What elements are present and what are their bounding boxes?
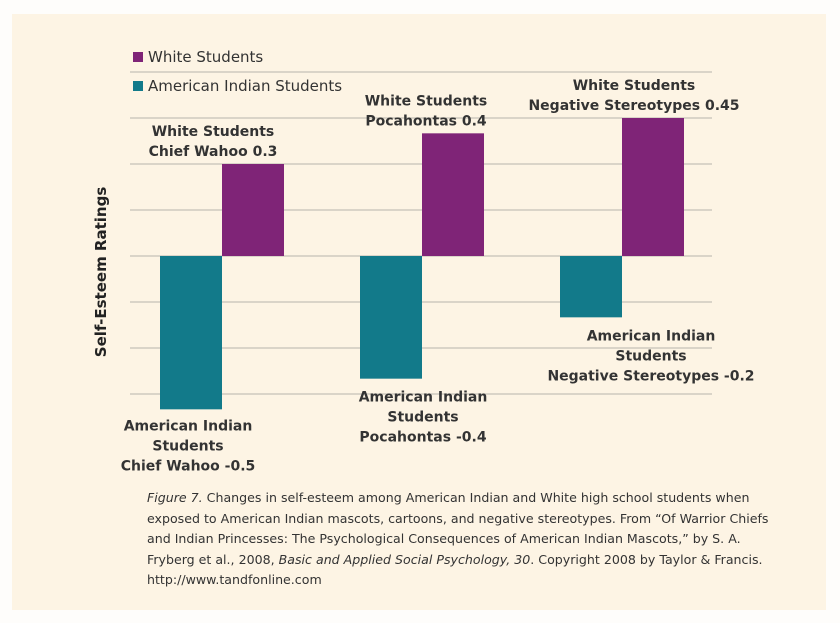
data-label: Chief Wahoo -0.5 — [121, 458, 256, 474]
data-label: Students — [152, 438, 223, 454]
bars — [160, 118, 684, 410]
bar-american-indian-students-chief-wahoo — [160, 256, 222, 410]
data-label: White Students — [152, 124, 275, 140]
data-label: White Students — [573, 78, 696, 94]
figure-label: Figure 7. — [147, 490, 203, 505]
data-label: American Indian — [359, 390, 488, 406]
legend-swatch — [133, 81, 143, 91]
caption-journal: Basic and Applied Social Psychology, 30 — [278, 551, 531, 567]
data-label: American Indian — [124, 418, 253, 434]
data-label: Students — [615, 348, 686, 364]
figure-panel: American Indian Students Chief Wahoo -0.5 A… — [12, 14, 826, 610]
legend-label: American Indian Students — [148, 77, 342, 95]
legend-swatch — [133, 52, 143, 62]
data-label: Pocahontas -0.4 — [359, 430, 486, 446]
bar-white-students-chief-wahoo — [222, 164, 284, 256]
bar-american-indian-students-pocahontas — [360, 256, 422, 379]
data-labels: American Indian Students Chief Wahoo -0.5 A… — [121, 78, 755, 474]
data-label: Students — [387, 410, 458, 426]
data-label: American Indian — [587, 328, 716, 344]
data-label: White Students — [365, 93, 488, 109]
caption-text-2: . Copyright 2008 by Taylor & Francis. ht… — [147, 551, 763, 588]
legend-label: White Students — [148, 48, 263, 66]
caption-text-1: Changes in self-esteem among American In… — [147, 490, 769, 567]
data-label: Chief Wahoo 0.3 — [149, 144, 278, 160]
bar-american-indian-students-negative-stereotypes — [560, 256, 622, 318]
data-label: Pocahontas 0.4 — [365, 113, 487, 129]
data-label: Negative Stereotypes -0.2 — [547, 368, 754, 384]
bar-white-students-pocahontas — [422, 133, 484, 256]
data-label: Negative Stereotypes 0.45 — [528, 98, 739, 114]
legend: White Students American Indian Students — [133, 48, 342, 95]
y-axis-label: Self-Esteem Ratings — [92, 187, 110, 358]
figure-caption: Figure 7. Changes in self-esteem among A… — [147, 488, 787, 591]
bar-white-students-negative-stereotypes — [622, 118, 684, 256]
bar-chart: American Indian Students Chief Wahoo -0.5 A… — [92, 48, 755, 474]
